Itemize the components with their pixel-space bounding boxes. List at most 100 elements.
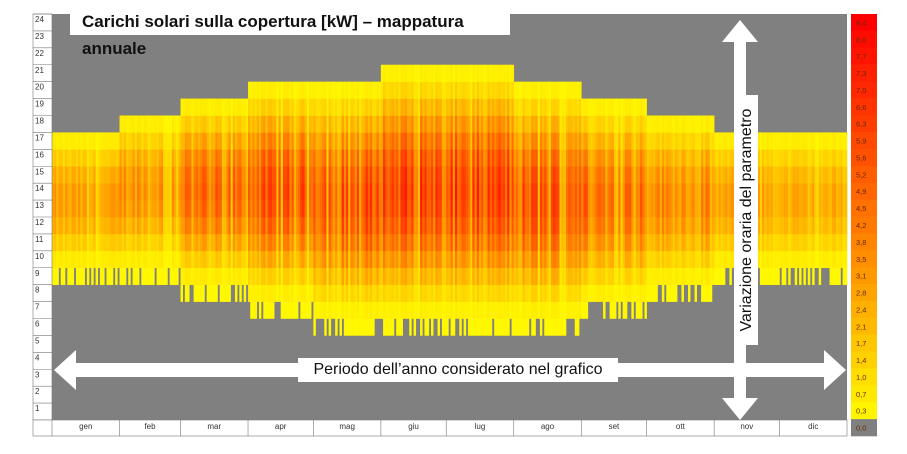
- heat-cell: [365, 115, 369, 133]
- heat-cell: [319, 217, 323, 235]
- heat-cell: [389, 81, 393, 99]
- heat-cell: [424, 267, 427, 285]
- heat-cell: [420, 64, 423, 82]
- heat-cell: [757, 183, 761, 201]
- heat-cell: [688, 233, 691, 252]
- heat-cell: [603, 217, 606, 235]
- heat-cell: [313, 115, 316, 133]
- heat-cell: [309, 149, 312, 167]
- heat-cell: [228, 267, 231, 285]
- heat-cell: [221, 183, 225, 201]
- heat-cell: [400, 318, 403, 336]
- heat-cell: [764, 267, 767, 285]
- heat-cell: [555, 217, 558, 235]
- heat-cell: [823, 233, 826, 252]
- heat-cell: [404, 183, 408, 201]
- heat-cell: [759, 250, 763, 269]
- heat-cell: [400, 200, 403, 218]
- heat-cell: [483, 98, 486, 116]
- heat-cell: [670, 132, 674, 150]
- heat-cell: [681, 284, 684, 302]
- heat-cell: [457, 267, 460, 285]
- heat-cell: [152, 267, 155, 285]
- heat-cell: [579, 166, 582, 184]
- heat-cell: [254, 149, 258, 167]
- heat-cell: [585, 301, 589, 319]
- heat-cell: [812, 250, 815, 269]
- heat-cell: [202, 267, 205, 285]
- heat-cell: [661, 217, 665, 235]
- heat-cell: [441, 217, 445, 235]
- heat-cell: [518, 166, 521, 184]
- heat-cell: [603, 183, 606, 201]
- heat-cell: [134, 149, 138, 167]
- heat-cell: [801, 166, 804, 184]
- heat-cell: [644, 98, 647, 116]
- heat-cell: [637, 217, 641, 235]
- heat-cell: [69, 149, 72, 167]
- heat-cell: [197, 166, 201, 184]
- heat-cell: [705, 200, 708, 218]
- heat-cell: [160, 267, 164, 285]
- heat-cell: [197, 250, 201, 269]
- heat-cell: [568, 250, 571, 269]
- heat-cell: [293, 166, 297, 184]
- heat-cell: [409, 301, 412, 319]
- heat-cell: [139, 132, 142, 150]
- heat-cell: [287, 81, 290, 99]
- heat-cell: [731, 233, 735, 252]
- heat-cell: [690, 166, 693, 184]
- heat-cell: [483, 284, 486, 302]
- heat-cell: [156, 183, 160, 201]
- heat-cell: [245, 132, 249, 150]
- heat-cell: [439, 217, 443, 235]
- heat-cell: [642, 132, 645, 150]
- heat-cell: [472, 318, 475, 336]
- heat-cell: [592, 250, 595, 269]
- heat-cell: [561, 250, 565, 269]
- heat-cell: [524, 284, 528, 302]
- heat-cell: [598, 132, 602, 150]
- heat-cell: [533, 132, 536, 150]
- heat-cell: [287, 166, 290, 184]
- heat-cell: [398, 132, 401, 150]
- heat-cell: [444, 233, 447, 252]
- heat-cell: [387, 132, 390, 150]
- heat-cell: [463, 217, 467, 235]
- month-label: gen: [79, 422, 92, 431]
- heat-cell: [84, 217, 88, 235]
- heat-cell: [315, 200, 319, 218]
- heat-cell: [520, 217, 523, 235]
- heat-cell: [816, 183, 819, 201]
- heat-cell: [463, 301, 467, 319]
- heat-cell: [241, 217, 244, 235]
- heat-cell: [417, 166, 421, 184]
- heat-cell: [82, 183, 85, 201]
- heat-cell: [84, 149, 88, 167]
- heat-cell: [633, 115, 637, 133]
- heat-cell: [147, 132, 151, 150]
- heat-cell: [616, 115, 619, 133]
- heat-cell: [426, 233, 430, 252]
- heat-cell: [500, 267, 504, 285]
- heat-cell: [265, 98, 268, 116]
- heat-cell: [311, 217, 314, 235]
- heat-cell: [487, 250, 491, 269]
- heat-cell: [263, 233, 266, 252]
- heat-cell: [470, 301, 473, 319]
- heat-cell: [454, 98, 458, 116]
- heat-cell: [108, 132, 112, 150]
- heat-cell: [812, 149, 815, 167]
- heat-cell: [415, 81, 419, 99]
- heat-cell: [546, 98, 549, 116]
- heat-cell: [332, 217, 336, 235]
- heat-cell: [428, 250, 432, 269]
- heat-cell: [825, 149, 828, 167]
- heat-cell: [250, 98, 253, 116]
- heat-cell: [720, 200, 724, 218]
- heat-cell: [263, 267, 266, 285]
- month-label: ago: [541, 422, 555, 431]
- heat-cell: [465, 132, 469, 150]
- heat-cell: [631, 166, 634, 184]
- heat-cell: [291, 98, 295, 116]
